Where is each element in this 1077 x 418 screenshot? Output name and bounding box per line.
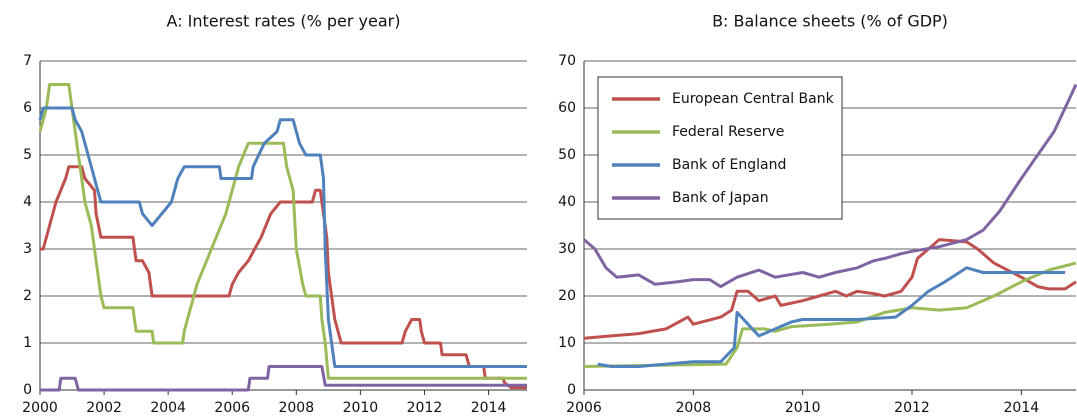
y-tick-label: 40 [558, 194, 576, 210]
y-tick-label: 0 [23, 382, 32, 398]
y-tick-label: 50 [558, 147, 576, 163]
y-tick-label: 3 [23, 241, 32, 257]
series-line [40, 165, 527, 390]
legend-label: European Central Bank [672, 91, 835, 107]
x-tick-label: 2006 [566, 400, 602, 416]
y-tick-label: 70 [558, 53, 576, 69]
series-line [583, 238, 1077, 340]
series-line [583, 261, 1077, 368]
x-tick-label: 2006 [214, 400, 250, 416]
y-tick-label: 5 [23, 147, 32, 163]
x-tick-label: 2010 [785, 400, 821, 416]
legend-label: Federal Reserve [672, 124, 784, 140]
x-tick-label: 2014 [1004, 400, 1040, 416]
x-tick-label: 2010 [343, 400, 379, 416]
series-line [38, 106, 527, 368]
chart-title: B: Balance sheets (% of GDP) [712, 12, 948, 31]
legend-label: Bank of Japan [672, 190, 769, 206]
legend-label: Bank of England [672, 157, 786, 173]
x-tick-label: 2014 [471, 400, 507, 416]
x-tick-label: 2002 [86, 400, 122, 416]
series-line [583, 83, 1077, 289]
x-tick-label: 2008 [278, 400, 314, 416]
y-tick-label: 4 [23, 194, 32, 210]
y-tick-label: 2 [23, 288, 32, 304]
x-tick-label: 2012 [894, 400, 930, 416]
x-tick-label: 2004 [150, 400, 186, 416]
y-tick-label: 6 [23, 100, 32, 116]
series-line [597, 266, 1066, 368]
series-line [40, 365, 527, 392]
series-line [38, 83, 527, 380]
y-tick-label: 0 [567, 382, 576, 398]
y-tick-label: 10 [558, 335, 576, 351]
y-tick-label: 7 [23, 53, 32, 69]
x-tick-label: 2000 [22, 400, 58, 416]
y-tick-label: 1 [23, 335, 32, 351]
chart-title: A: Interest rates (% per year) [167, 12, 401, 31]
x-tick-label: 2012 [407, 400, 443, 416]
y-tick-label: 30 [558, 241, 576, 257]
x-tick-label: 2008 [676, 400, 712, 416]
y-tick-label: 60 [558, 100, 576, 116]
y-tick-label: 20 [558, 288, 576, 304]
